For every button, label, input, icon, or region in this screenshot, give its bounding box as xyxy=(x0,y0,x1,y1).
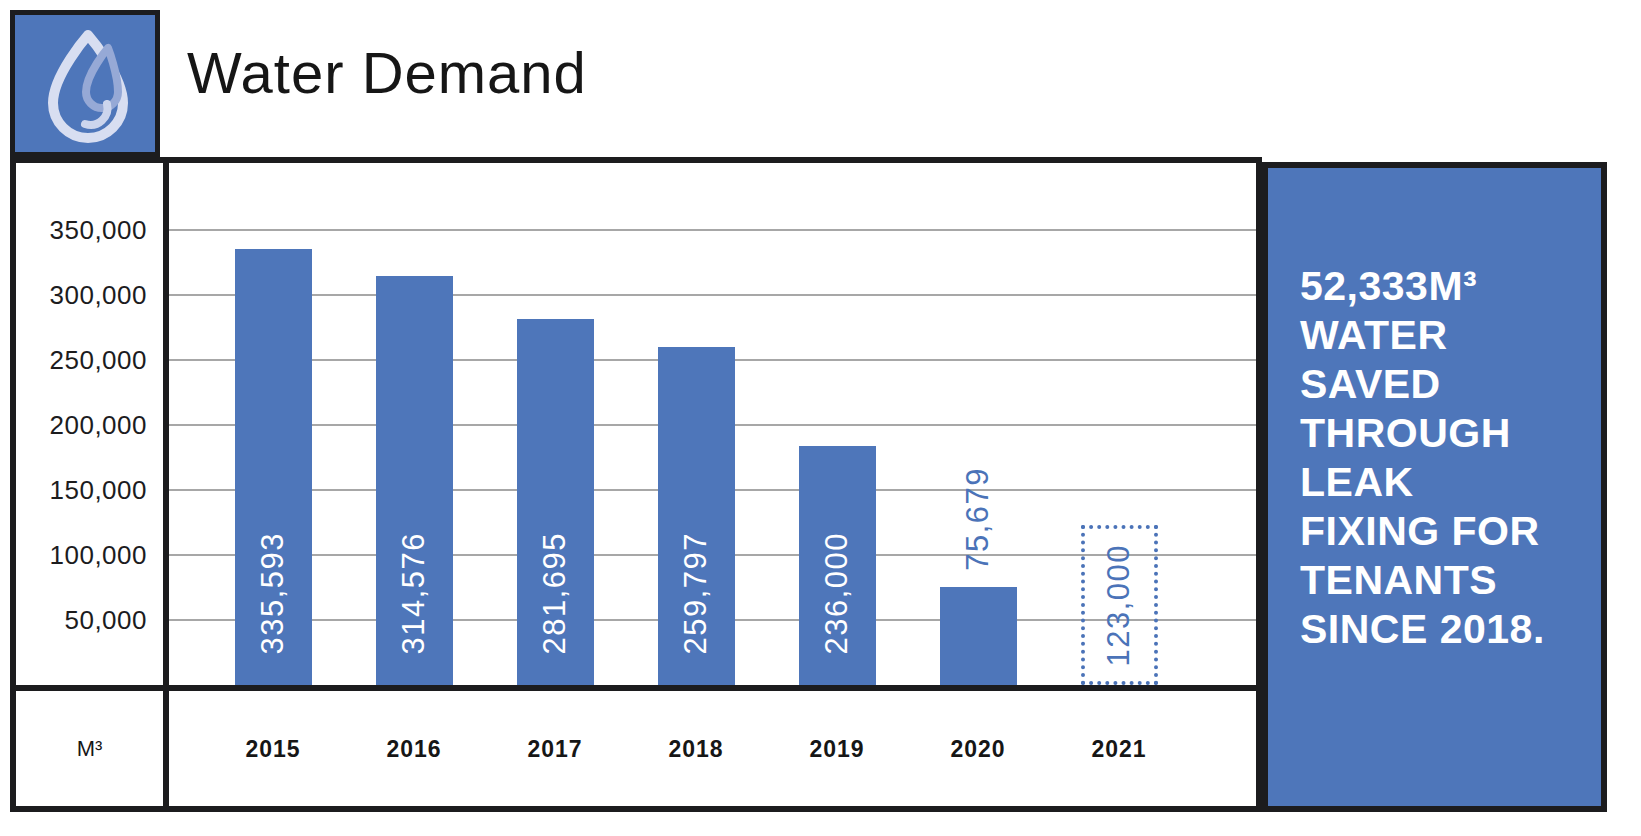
x-tick-label-2018: 2018 xyxy=(636,736,756,763)
y-tick-label: 250,000 xyxy=(27,345,147,375)
water-icon-box xyxy=(10,10,160,157)
bar-2016: 314,576 xyxy=(376,276,453,685)
y-axis: 350,000 300,000 250,000 200,000 150,000 100,0… xyxy=(16,163,163,685)
bar-2019: 236,000 xyxy=(799,446,876,685)
summary-line-2: SAVED xyxy=(1300,360,1583,409)
plot-area: 335,593 314,576 281,695 259,797 236,000 75,67… xyxy=(169,163,1256,685)
bar-value-label-2017: 281,695 xyxy=(537,532,573,655)
summary-line-3: THROUGH xyxy=(1300,409,1583,458)
x-tick-label-2021: 2021 xyxy=(1059,736,1179,763)
summary-line-6: TENANTS xyxy=(1300,556,1583,605)
bar-2021: 123,000 xyxy=(1081,525,1158,685)
summary-line-5: FIXING FOR xyxy=(1300,507,1583,556)
y-tick-label: 350,000 xyxy=(27,215,147,245)
bar-value-label-2015: 335,593 xyxy=(255,532,291,655)
gridline xyxy=(169,229,1256,231)
y-tick-label: 300,000 xyxy=(27,280,147,310)
y-tick-label: 200,000 xyxy=(27,410,147,440)
summary-line-0: 52,333M³ xyxy=(1300,262,1583,311)
bar-value-label-2018: 259,797 xyxy=(678,532,714,655)
y-tick-label: 150,000 xyxy=(27,475,147,505)
bar-value-label-2016: 314,576 xyxy=(396,532,432,655)
bar-2018: 259,797 xyxy=(658,347,735,685)
water-demand-infographic: Water Demand 350,000 300,000 250,000 200,00… xyxy=(0,0,1641,836)
bar-2015: 335,593 xyxy=(235,249,312,685)
y-tick-label: 50,000 xyxy=(27,605,147,635)
bar-2020 xyxy=(940,587,1017,685)
x-tick-label-2020: 2020 xyxy=(918,736,1038,763)
y-axis-unit-label: M³ xyxy=(16,691,163,806)
bar-value-label-2019: 236,000 xyxy=(819,532,855,655)
chart-frame: 350,000 300,000 250,000 200,000 150,000 100,0… xyxy=(10,157,1262,812)
y-tick-label: 100,000 xyxy=(27,540,147,570)
x-tick-label-2016: 2016 xyxy=(354,736,474,763)
summary-panel: 52,333M³WATERSAVEDTHROUGHLEAKFIXING FORT… xyxy=(1262,162,1607,812)
chart-inner: 350,000 300,000 250,000 200,000 150,000 100,0… xyxy=(16,163,1256,806)
gridline xyxy=(169,294,1256,296)
summary-line-7: SINCE 2018. xyxy=(1300,605,1583,654)
water-drop-icon xyxy=(15,15,155,152)
summary-line-4: LEAK xyxy=(1300,458,1583,507)
x-tick-label-2019: 2019 xyxy=(777,736,897,763)
page-title: Water Demand xyxy=(187,42,587,104)
x-tick-label-2015: 2015 xyxy=(213,736,333,763)
bar-value-label-2020: 75,679 xyxy=(960,467,996,571)
x-axis-row: 2015 2016 2017 2018 2019 2020 2021 xyxy=(169,691,1256,806)
summary-line-1: WATER xyxy=(1300,311,1583,360)
bar-value-label-2021: 123,000 xyxy=(1101,544,1137,667)
x-tick-label-2017: 2017 xyxy=(495,736,615,763)
summary-text: 52,333M³WATERSAVEDTHROUGHLEAKFIXING FORT… xyxy=(1268,168,1601,654)
bar-2017: 281,695 xyxy=(517,319,594,685)
